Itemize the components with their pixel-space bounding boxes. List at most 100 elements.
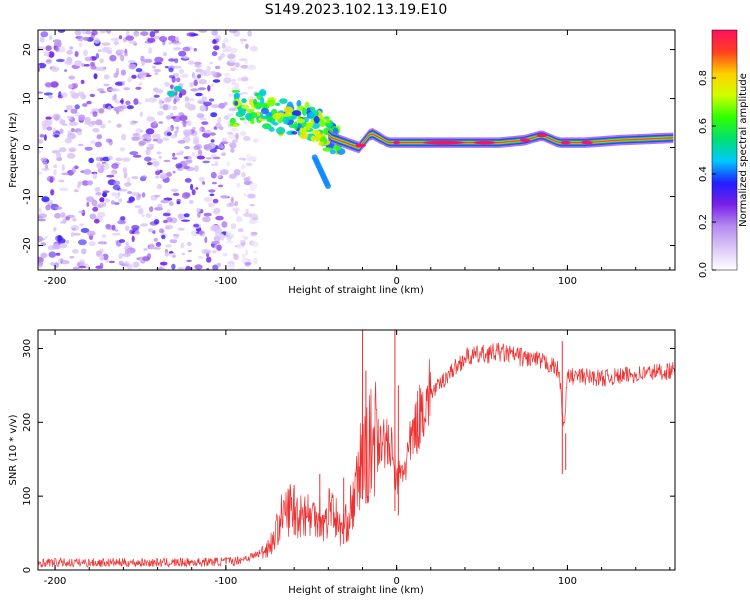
noise-blob bbox=[210, 154, 217, 158]
noise-blob bbox=[240, 64, 249, 69]
noise-blob bbox=[168, 201, 174, 206]
noise-blob bbox=[170, 84, 174, 89]
noise-blob bbox=[237, 228, 244, 233]
ridge-blob bbox=[304, 101, 310, 109]
noise-blob bbox=[182, 120, 187, 128]
noise-blob bbox=[221, 42, 226, 49]
noise-blob bbox=[207, 85, 211, 92]
noise-blob bbox=[189, 82, 194, 88]
noise-blob bbox=[102, 190, 110, 193]
noise-blob bbox=[215, 215, 224, 221]
noise-blob bbox=[230, 113, 234, 117]
ridge-blob bbox=[283, 106, 294, 114]
noise-blob bbox=[156, 111, 164, 116]
noise-blob bbox=[105, 138, 112, 143]
noise-blob bbox=[97, 241, 107, 245]
noise-blob bbox=[40, 31, 49, 38]
noise-blob bbox=[249, 203, 255, 207]
noise-blob bbox=[148, 228, 153, 233]
noise-blob bbox=[134, 205, 142, 208]
noise-blob bbox=[167, 35, 177, 42]
ridge-blob bbox=[250, 119, 255, 125]
noise-blob bbox=[194, 264, 203, 270]
noise-blob bbox=[170, 188, 179, 192]
noise-blob bbox=[60, 221, 64, 224]
noise-blob bbox=[59, 118, 64, 125]
noise-blob bbox=[97, 49, 102, 53]
noise-blob bbox=[90, 140, 97, 144]
noise-blob bbox=[232, 139, 238, 143]
ridge-band bbox=[328, 131, 674, 150]
noise-blob bbox=[203, 249, 212, 254]
noise-blob bbox=[152, 133, 161, 139]
noise-blob bbox=[184, 159, 193, 165]
ridge-peak bbox=[473, 140, 496, 145]
noise-blob bbox=[98, 108, 105, 114]
noise-blob bbox=[121, 80, 125, 86]
noise-blob bbox=[44, 236, 48, 239]
noise-blob bbox=[107, 155, 114, 161]
x-tick-label: 0 bbox=[393, 576, 399, 587]
noise-blob bbox=[50, 189, 55, 196]
noise-blob bbox=[123, 87, 131, 91]
ridge-blob bbox=[282, 116, 290, 125]
noise-blob bbox=[180, 242, 185, 249]
noise-blob bbox=[183, 213, 190, 218]
noise-blob bbox=[82, 103, 88, 107]
noise-blob bbox=[201, 121, 209, 125]
noise-blob bbox=[203, 212, 212, 217]
ridge-blob bbox=[332, 127, 339, 135]
noise-blob bbox=[55, 235, 64, 242]
noise-blob bbox=[187, 249, 192, 253]
noise-blob bbox=[68, 121, 78, 127]
spectrogram-y-ticks: -20 -10 0 10 20 bbox=[22, 43, 675, 254]
ridge-blob bbox=[235, 111, 244, 118]
noise-blob bbox=[223, 77, 232, 84]
noise-blob bbox=[184, 146, 191, 150]
colorbar-frame bbox=[711, 29, 738, 271]
noise-blob bbox=[216, 244, 222, 251]
noise-blob bbox=[228, 202, 237, 207]
noise-blob bbox=[97, 203, 104, 209]
ridge-blob bbox=[290, 115, 297, 120]
noise-blob bbox=[172, 152, 176, 157]
noise-blob bbox=[118, 198, 123, 203]
noise-blob bbox=[160, 199, 169, 204]
noise-blob bbox=[176, 77, 181, 83]
noise-blob bbox=[74, 30, 82, 36]
noise-blob bbox=[123, 172, 128, 179]
noise-blob bbox=[240, 37, 244, 45]
noise-blob bbox=[148, 97, 157, 103]
noise-blob bbox=[170, 112, 174, 116]
ridge-blob bbox=[241, 98, 247, 103]
ridge-blob bbox=[288, 124, 299, 129]
noise-blob bbox=[252, 250, 258, 254]
noise-blob bbox=[226, 161, 231, 167]
noise-blob bbox=[161, 234, 166, 240]
ridge-blob bbox=[260, 107, 269, 115]
noise-blob bbox=[81, 63, 86, 68]
ridge-blob bbox=[260, 96, 265, 105]
noise-blob bbox=[214, 34, 222, 42]
noise-blob bbox=[101, 42, 111, 46]
noise-blob bbox=[84, 120, 92, 125]
ridge-tail bbox=[324, 183, 331, 189]
noise-blob bbox=[133, 30, 140, 37]
noise-blob bbox=[65, 105, 73, 111]
noise-blob bbox=[92, 173, 98, 180]
noise-blob bbox=[72, 232, 81, 236]
noise-blob bbox=[64, 60, 73, 65]
noise-blob bbox=[69, 255, 75, 259]
noise-blob bbox=[227, 53, 236, 60]
colorbar-tick-label: 0.4 bbox=[698, 166, 709, 182]
noise-blob bbox=[57, 30, 66, 33]
noise-blob bbox=[107, 105, 112, 111]
ridge-blob bbox=[322, 147, 333, 152]
noise-blob bbox=[125, 100, 131, 106]
noise-blob bbox=[165, 224, 174, 230]
noise-blob bbox=[217, 184, 223, 188]
noise-blob bbox=[176, 198, 181, 203]
noise-blob bbox=[225, 241, 235, 244]
noise-blob bbox=[48, 35, 53, 41]
